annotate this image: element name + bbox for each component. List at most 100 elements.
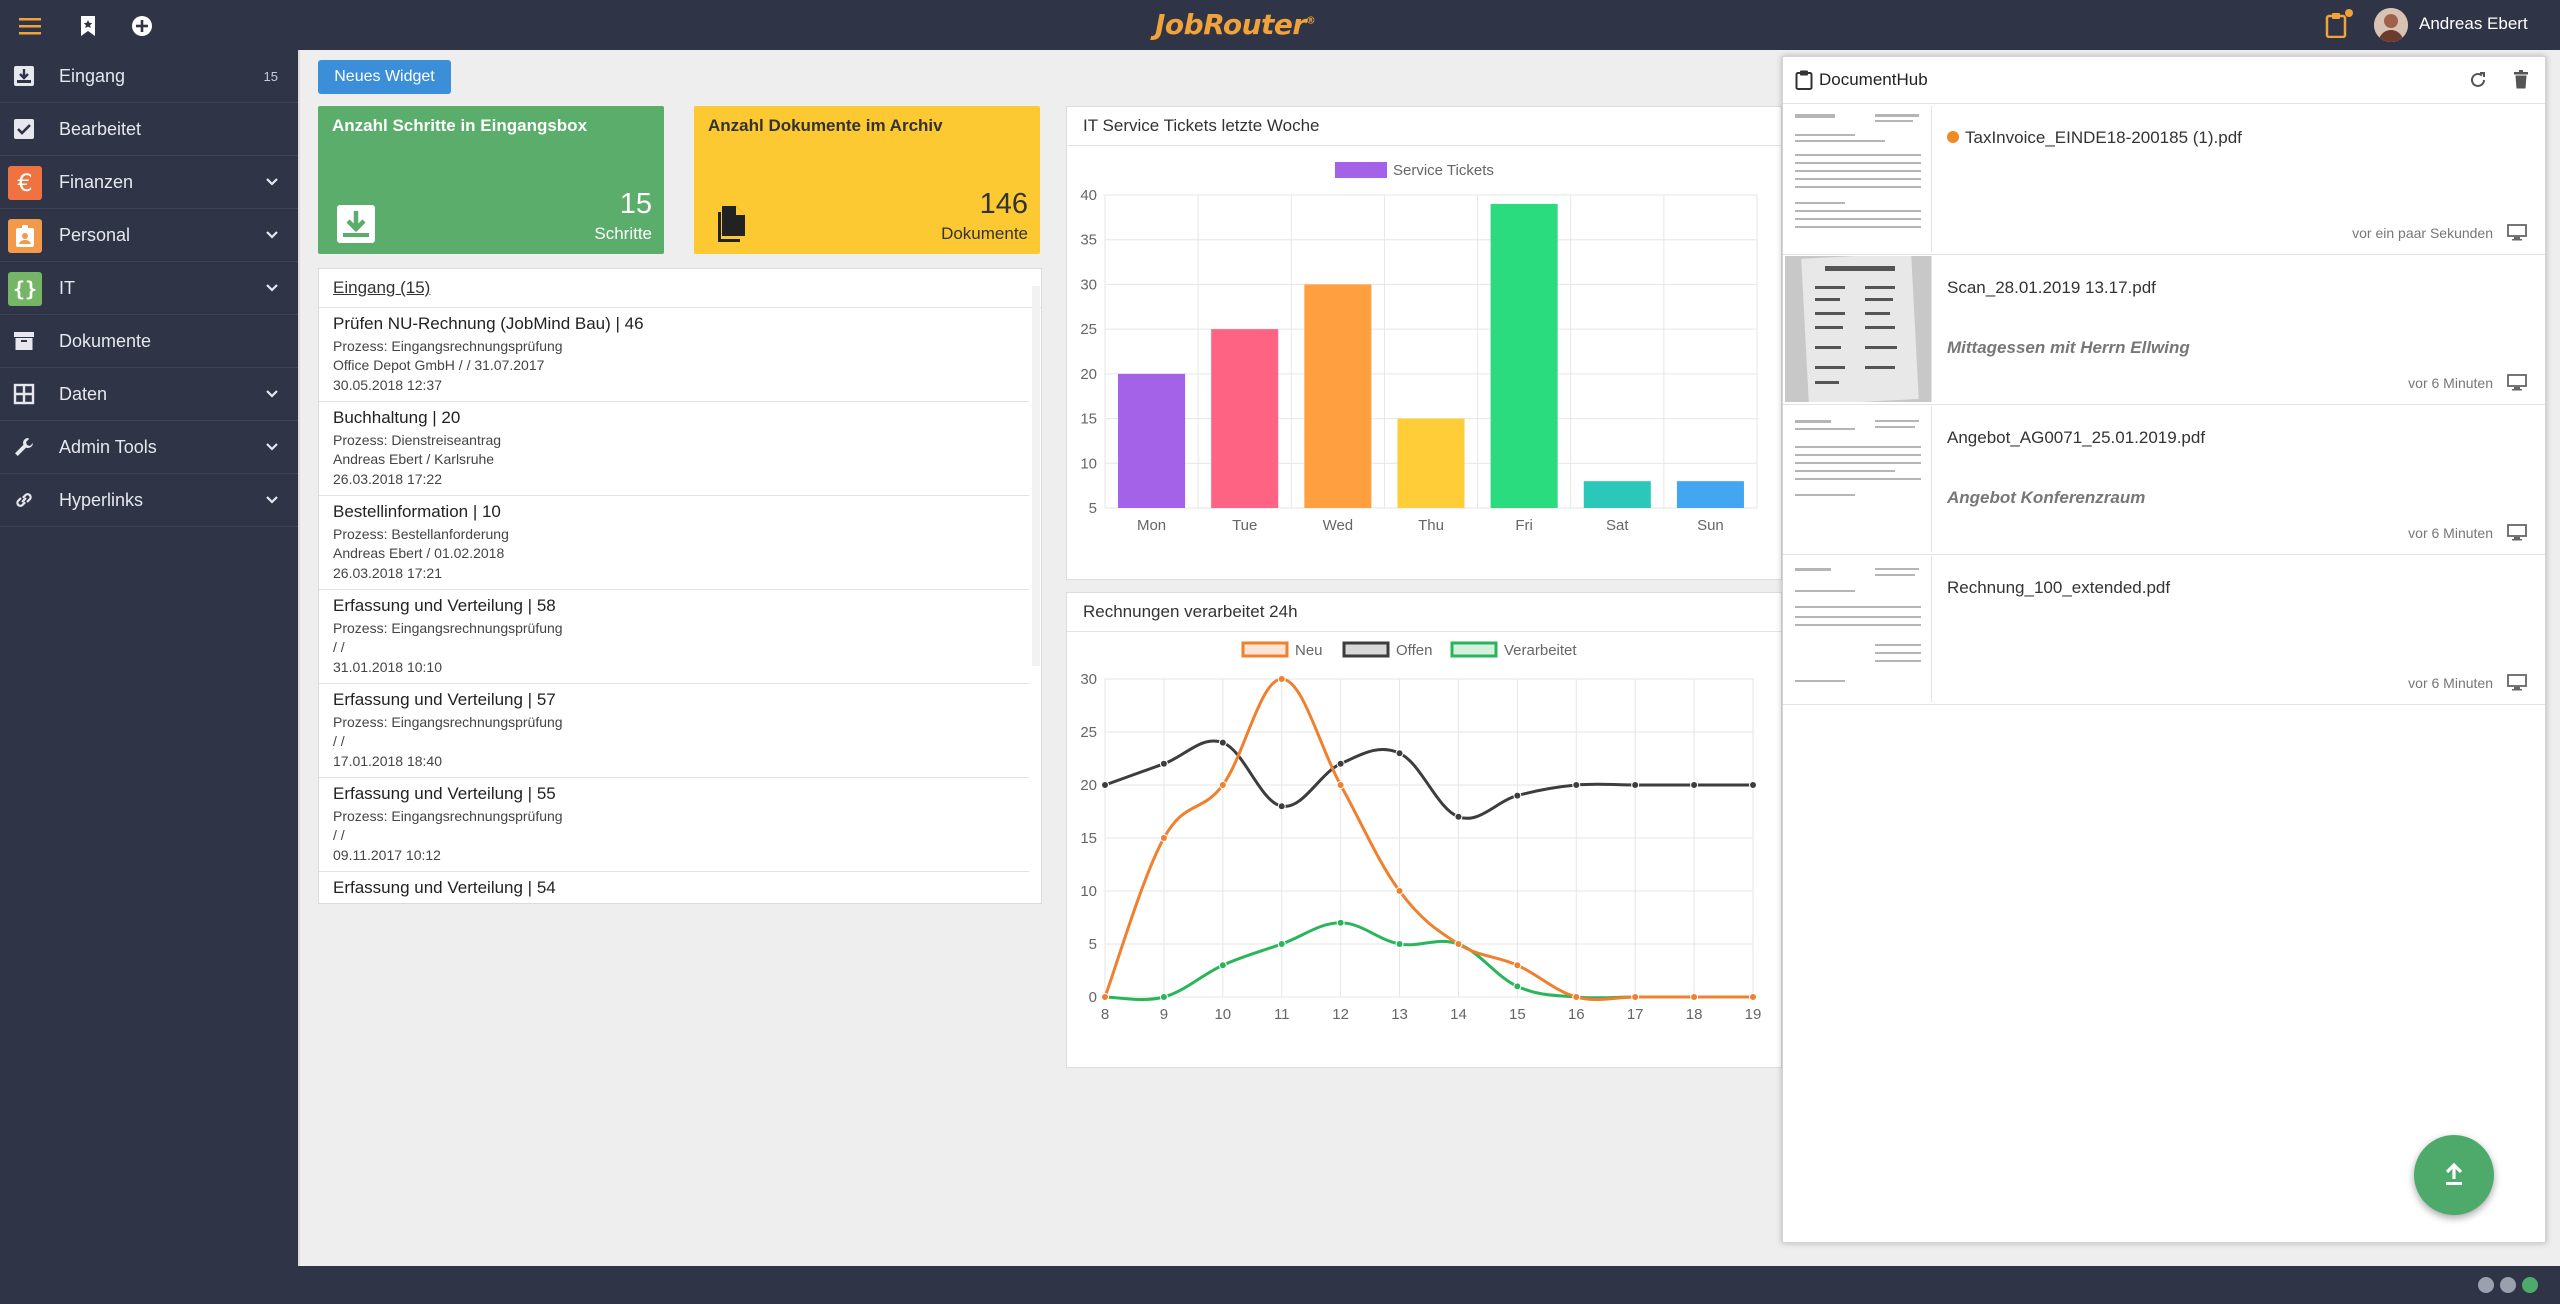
data-point: [1631, 781, 1640, 789]
document-time: vor 6 Minuten: [2408, 375, 2493, 391]
inbox-panel: Eingang (15) Prüfen NU-Rechnung (JobMind…: [318, 268, 1042, 904]
sidebar-item-label: Dokumente: [59, 330, 152, 351]
upload-button[interactable]: [2414, 1135, 2494, 1215]
chevron-down-icon: [266, 284, 278, 292]
x-tick-label: 12: [1332, 1006, 1349, 1023]
add-circle-icon[interactable]: [128, 12, 156, 40]
document-thumbnail: [1785, 106, 1932, 252]
menu-icon[interactable]: [16, 12, 44, 40]
sidebar-item-it[interactable]: {} IT: [0, 262, 298, 315]
y-tick-label: 10: [1080, 883, 1097, 900]
panel-header: IT Service Tickets letzte Woche: [1067, 107, 1781, 146]
chevron-down-icon: [266, 496, 278, 504]
monitor-icon[interactable]: [2507, 374, 2527, 391]
data-point: [1572, 993, 1581, 1001]
sidebar-item-dokumente[interactable]: Dokumente: [0, 315, 298, 368]
document-item[interactable]: Scan_28.01.2019 13.17.pdf Mittagessen mi…: [1783, 254, 2545, 405]
document-item[interactable]: TaxInvoice_EINDE18-200185 (1).pdf vor ei…: [1783, 104, 2545, 255]
list-item-date: 26.03.2018 17:22: [333, 471, 442, 487]
data-point: [1101, 781, 1109, 789]
wrench-icon: [12, 435, 36, 459]
notification-dot: [2345, 9, 2353, 17]
bar-chart: 5 10 15 20 25 30 35 40 Mon Tue Wed Thu Fri Sat Sun Serv…: [1080, 162, 1758, 534]
x-tick-label: 11: [1274, 1006, 1290, 1023]
legend-swatch: [1450, 641, 1498, 658]
y-tick-label: 5: [1089, 500, 1097, 517]
y-tick-label: 15: [1080, 830, 1097, 847]
list-item[interactable]: Prüfen NU-Rechnung (JobMind Bau) | 46 Pr…: [319, 308, 1029, 402]
documenthub-panel: DocumentHub TaxInvoice_EINDE18-200185 (1…: [1782, 56, 2546, 1243]
list-item[interactable]: Buchhaltung | 20 Prozess: Dienstreiseant…: [319, 402, 1029, 496]
list-item-date: 30.05.2018 12:37: [333, 377, 442, 393]
inbox-title-link[interactable]: Eingang (15): [333, 278, 431, 297]
x-tick-label: Wed: [1323, 517, 1354, 534]
y-tick-label: 25: [1080, 724, 1097, 741]
monitor-icon[interactable]: [2507, 674, 2527, 691]
x-tick-label: 18: [1686, 1006, 1703, 1023]
sidebar-item-hyperlinks[interactable]: Hyperlinks: [0, 474, 298, 527]
documenthub-title: DocumentHub: [1819, 70, 1928, 89]
list-item[interactable]: Erfassung und Verteilung | 58 Prozess: E…: [319, 590, 1029, 684]
refresh-icon[interactable]: [2469, 71, 2487, 89]
sidebar-item-bearbeitet[interactable]: Bearbeitet: [0, 103, 298, 156]
document-note: Angebot Konferenzraum: [1947, 488, 2146, 507]
document-item[interactable]: Angebot_AG0071_25.01.2019.pdf Angebot Ko…: [1783, 404, 2545, 555]
clipboard-icon[interactable]: [2325, 12, 2347, 39]
line-chart: 0 5 10 15 20 25 30 8 9 10 11 12 13 14 15 16 17 18 19 Neu Off…: [1080, 641, 1761, 1023]
list-item-process: Prozess: Eingangsrechnungsprüfung: [333, 714, 563, 730]
bar: [1397, 418, 1465, 508]
tile-steps-inbox[interactable]: Anzahl Schritte in Eingangsbox 15 Schrit…: [318, 106, 664, 254]
new-widget-button[interactable]: Neues Widget: [318, 60, 451, 94]
scrollbar[interactable]: [1032, 286, 1040, 666]
y-tick-label: 40: [1080, 187, 1097, 204]
list-item-process: Prozess: Bestellanforderung: [333, 526, 509, 542]
legend-label: Neu: [1295, 642, 1323, 659]
document-time: vor 6 Minuten: [2408, 675, 2493, 691]
tile-value: 15: [619, 188, 652, 220]
x-tick-label: 16: [1568, 1006, 1585, 1023]
tile-documents-archive[interactable]: Anzahl Dokumente im Archiv 146 Dokumente: [694, 106, 1040, 254]
avatar[interactable]: [2374, 8, 2408, 42]
data-point: [1277, 802, 1286, 811]
list-item[interactable]: Erfassung und Verteilung | 55 Prozess: E…: [319, 778, 1029, 872]
sidebar-item-admin-tools[interactable]: Admin Tools: [0, 421, 298, 474]
sidebar-item-count: 15: [263, 68, 278, 84]
document-note: Mittagessen mit Herrn Ellwing: [1947, 338, 2190, 357]
monitor-icon[interactable]: [2507, 224, 2527, 241]
trash-icon[interactable]: [2513, 70, 2529, 89]
user-name[interactable]: Andreas Ebert: [2419, 14, 2528, 33]
list-item-date: 26.03.2018 17:21: [333, 565, 442, 581]
bar: [1490, 203, 1558, 508]
data-point: [1101, 993, 1109, 1001]
checkbox-icon: [12, 117, 36, 141]
chevron-down-icon: [266, 390, 278, 398]
new-indicator-dot: [1947, 131, 1959, 143]
sidebar-item-eingang[interactable]: Eingang 15: [0, 50, 298, 103]
y-tick-label: 10: [1080, 455, 1097, 472]
bar: [1304, 284, 1372, 508]
x-tick-label: 15: [1509, 1006, 1526, 1023]
bar: [1583, 481, 1651, 508]
document-item[interactable]: Rechnung_100_extended.pdf vor 6 Minuten: [1783, 554, 2545, 705]
bookmark-icon[interactable]: [74, 12, 102, 40]
list-item-detail: Andreas Ebert / 01.02.2018: [333, 545, 505, 561]
braces-icon: {}: [8, 272, 42, 306]
list-item[interactable]: Erfassung und Verteilung | 57 Prozess: E…: [319, 684, 1029, 778]
sidebar-item-finanzen[interactable]: € Finanzen: [0, 156, 298, 209]
status-dot: [2522, 1277, 2538, 1293]
monitor-icon[interactable]: [2507, 524, 2527, 541]
sidebar-item-personal[interactable]: Personal: [0, 209, 298, 262]
sidebar-item-daten[interactable]: Daten: [0, 368, 298, 421]
y-tick-label: 25: [1080, 321, 1097, 338]
list-item-title: Erfassung und Verteilung | 54: [333, 878, 556, 897]
document-name: TaxInvoice_EINDE18-200185 (1).pdf: [1947, 128, 2242, 148]
legend-swatch: [1342, 641, 1390, 658]
list-item-date: 09.11.2017 10:12: [333, 847, 441, 863]
data-point: [1395, 940, 1404, 948]
list-item[interactable]: Bestellinformation | 10 Prozess: Bestell…: [319, 496, 1029, 590]
panel-header: Eingang (15): [319, 269, 1041, 308]
list-item[interactable]: Erfassung und Verteilung | 54: [319, 872, 1029, 903]
list-item-title: Bestellinformation | 10: [333, 502, 501, 521]
x-tick-label: 17: [1627, 1006, 1644, 1023]
footer-bar: [0, 1266, 2560, 1304]
